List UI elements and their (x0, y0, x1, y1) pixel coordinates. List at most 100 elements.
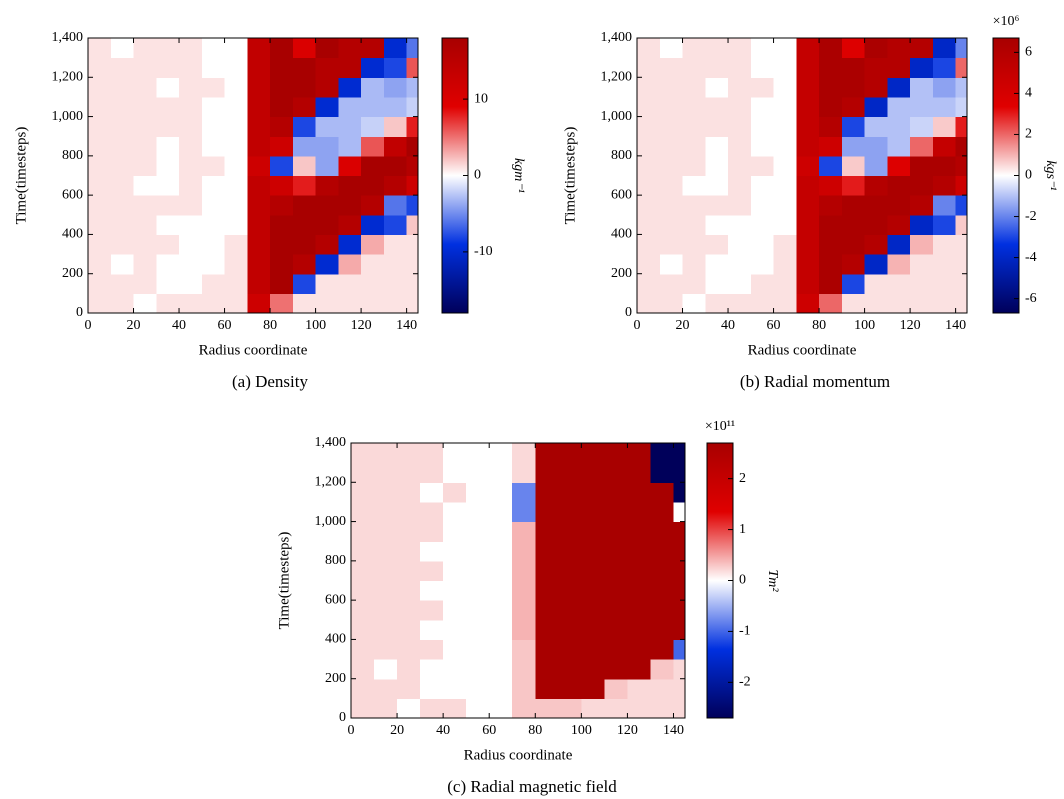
heat-cell (420, 521, 444, 542)
heat-cell (604, 560, 629, 582)
heat-cell (374, 501, 398, 523)
heat-cell (796, 214, 820, 236)
y-tick-label: 600 (325, 592, 346, 607)
heat-cell (443, 443, 467, 464)
heat-cell (728, 273, 752, 294)
heat-cell (179, 38, 203, 59)
heat-cell (247, 57, 271, 78)
heat-cell (955, 116, 968, 137)
heat-cell (179, 214, 203, 236)
colorbar-label: kgs⁻¹ (1043, 160, 1058, 190)
heat-cell (133, 57, 157, 78)
heat-cell (420, 443, 444, 464)
heat-cell (535, 698, 559, 719)
heat-cell (705, 175, 729, 196)
heat-cell (841, 57, 866, 78)
heat-cell (397, 482, 421, 503)
x-tick-label: 100 (305, 318, 326, 333)
heat-cell (887, 116, 911, 137)
heat-cell (728, 214, 752, 236)
heat-cell (88, 195, 112, 216)
heat-cell (110, 293, 135, 314)
heat-cell (841, 195, 866, 216)
heat-cell (88, 155, 112, 177)
heat-cell (796, 293, 820, 314)
heat-cell (887, 38, 911, 59)
heat-cell (682, 195, 706, 216)
heat-cell (351, 698, 375, 719)
heat-cell (179, 254, 203, 275)
heat-cell (383, 273, 408, 294)
heat-cell (604, 580, 629, 601)
heat-cell (535, 501, 559, 523)
heat-cell (581, 521, 605, 542)
heat-cell (351, 521, 375, 542)
heat-cell (383, 155, 408, 177)
colorbar-label: Tm² (765, 569, 780, 592)
heat-cell (773, 254, 797, 275)
y-tick-label: 0 (625, 305, 632, 320)
heat-cell (397, 678, 421, 699)
colorbar-multiplier: ×10⁶ (993, 14, 1020, 29)
heat-cell (910, 214, 934, 236)
heat-cell (201, 293, 226, 314)
heat-cell (133, 254, 157, 275)
heat-cell (682, 38, 706, 59)
heat-cell (397, 619, 421, 641)
heat-cell (201, 116, 226, 137)
heat-cell (673, 560, 686, 582)
heat-cell (292, 195, 317, 216)
heat-cell (179, 96, 203, 118)
heat-cell (179, 195, 203, 216)
heat-cell (910, 136, 934, 157)
heat-cell (910, 273, 934, 294)
heat-cell (351, 560, 375, 582)
heat-cell (315, 155, 339, 177)
heat-cell (932, 155, 957, 177)
heat-cell (156, 155, 180, 177)
heat-cell (315, 116, 339, 137)
heat-cell (292, 273, 317, 294)
heat-cell (420, 698, 444, 719)
y-tick-label: 1,200 (52, 70, 84, 85)
heat-cell (841, 293, 866, 314)
heat-cell (581, 443, 605, 464)
heat-cell (627, 659, 652, 680)
heat-cell (659, 175, 684, 196)
heat-cell (887, 175, 911, 196)
heat-cell (955, 96, 968, 118)
heat-cell (443, 698, 467, 719)
heat-cell (201, 77, 226, 98)
heat-cell (443, 619, 467, 641)
heat-cell (627, 619, 652, 641)
heat-cell (397, 580, 421, 601)
heat-cell (887, 77, 911, 98)
heat-cell (728, 254, 752, 275)
heat-cell (659, 57, 684, 78)
heat-cell (512, 580, 536, 601)
heat-cell (351, 501, 375, 523)
heat-cell (773, 136, 797, 157)
heat-cell (773, 234, 797, 255)
heat-cell (864, 96, 888, 118)
colorbar-tick-label: 0 (1025, 168, 1032, 183)
heat-cell (796, 254, 820, 275)
heat-cell (406, 116, 419, 137)
heat-cell (406, 254, 419, 275)
heat-cell (201, 254, 226, 275)
y-axis-label: Time(timesteps) (13, 127, 29, 225)
y-tick-label: 600 (611, 187, 632, 202)
heat-cell (955, 57, 968, 78)
heat-cell (705, 254, 729, 275)
heat-cell (705, 77, 729, 98)
heat-cell (179, 155, 203, 177)
heat-cell (637, 155, 661, 177)
heat-cell (383, 175, 408, 196)
heat-cell (247, 116, 271, 137)
colorbar-tick-label: 10 (474, 91, 488, 106)
heat-cell (406, 293, 419, 314)
heat-cell (773, 116, 797, 137)
heat-cell (374, 482, 398, 503)
heat-cell (659, 214, 684, 236)
